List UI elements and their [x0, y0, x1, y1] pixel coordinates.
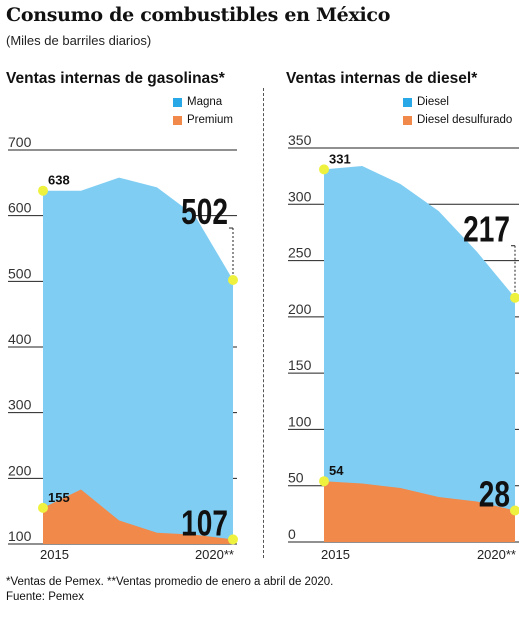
legend-magna: Magna	[173, 96, 222, 108]
diesel-point-marker	[510, 292, 519, 303]
page-subtitle: (Miles de barriles diarios)	[6, 33, 152, 48]
diesel-y-tick-label: 0	[288, 526, 296, 542]
diesel-x-tick-label: 2015	[321, 547, 350, 562]
diesel-y-tick-label: 350	[288, 132, 312, 148]
diesel-data-label: 28	[479, 474, 510, 514]
diesel-y-tick-label: 150	[288, 357, 312, 373]
gasolinas-point-marker	[228, 275, 238, 286]
gasolinas-y-tick-label: 200	[8, 462, 32, 478]
gasolinas-data-label: 155	[48, 490, 70, 505]
gasolinas-point-marker	[228, 534, 238, 545]
diesel-y-tick-label: 250	[288, 245, 312, 261]
diesel-x-tick-label: 2020**	[477, 547, 516, 562]
diesel-y-tick-label: 100	[288, 413, 312, 429]
diesel-data-label: 54	[329, 463, 344, 478]
gasolinas-y-tick-label: 400	[8, 331, 32, 347]
gasolinas-chart-title: Ventas internas de gasolinas*	[6, 70, 225, 87]
diesel-point-marker	[319, 164, 329, 175]
gasolinas-x-tick-label: 2015	[40, 547, 69, 562]
legend-premium: Premium	[173, 114, 233, 126]
gasolinas-area-0	[43, 177, 233, 544]
gasolinas-data-label: 638	[48, 173, 70, 188]
legend-label-diesel: Diesel	[417, 96, 449, 108]
diesel-data-label: 331	[329, 151, 351, 166]
diesel-y-tick-label: 200	[288, 301, 312, 317]
gasolinas-y-tick-label: 600	[8, 200, 32, 216]
legend-label-magna: Magna	[187, 96, 223, 108]
gasolinas-point-marker	[38, 502, 48, 513]
gasolinas-data-label: 502	[181, 192, 228, 232]
gasolinas-x-tick-label: 2020**	[195, 547, 234, 562]
legend-swatch-magna	[173, 97, 182, 107]
gasolinas-area-1	[43, 489, 233, 544]
diesel-chart-title: Ventas internas de diesel*	[286, 70, 478, 87]
panel-divider	[263, 88, 264, 558]
diesel-data-label: 217	[463, 209, 510, 249]
diesel-y-tick-label: 50	[288, 470, 304, 486]
legend-label-premium: Premium	[187, 114, 234, 126]
gasolinas-data-label: 107	[181, 503, 228, 543]
diesel-area-0	[324, 166, 515, 542]
legend-diesel-desulfurado: Diesel desulfurado	[403, 114, 512, 126]
diesel-point-marker	[319, 476, 329, 487]
gasolinas-point-marker	[38, 185, 48, 196]
footnote: *Ventas de Pemex. **Ventas promedio de e…	[6, 576, 334, 588]
gasolinas-y-tick-label: 500	[8, 265, 32, 281]
legend-diesel: Diesel	[403, 96, 449, 108]
page-title: Consumo de combustibles en México	[6, 4, 391, 26]
diesel-point-marker	[510, 505, 519, 516]
legend-swatch-diesel	[403, 97, 412, 107]
diesel-area-1	[324, 481, 515, 542]
gasolinas-y-tick-label: 700	[8, 134, 32, 150]
gasolinas-y-tick-label: 300	[8, 397, 32, 413]
diesel-y-tick-label: 300	[288, 188, 312, 204]
source-note: Fuente: Pemex	[6, 591, 84, 603]
legend-swatch-diesel-desulfurado	[403, 115, 412, 125]
legend-swatch-premium	[173, 115, 182, 125]
gasolinas-y-tick-label: 100	[8, 528, 32, 544]
legend-label-diesel-desulfurado: Diesel desulfurado	[417, 114, 513, 126]
